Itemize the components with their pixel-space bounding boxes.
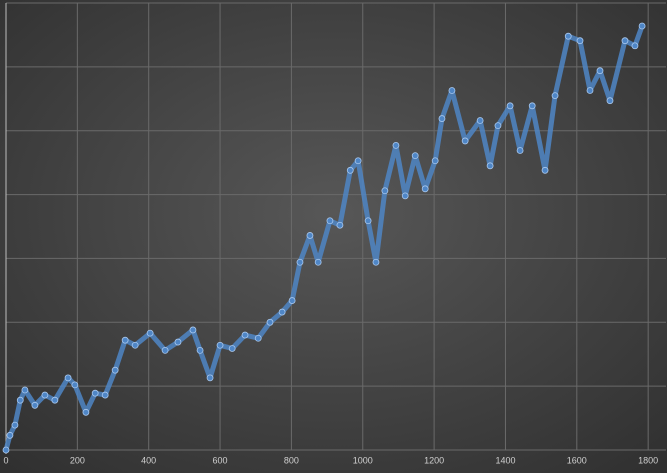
point — [596, 67, 604, 75]
point — [206, 374, 214, 382]
point — [586, 87, 594, 94]
point — [296, 258, 304, 266]
point — [254, 334, 262, 342]
point — [6, 431, 14, 439]
point — [91, 389, 99, 397]
point — [82, 408, 90, 416]
point — [381, 187, 389, 195]
point — [306, 232, 314, 239]
point — [121, 336, 129, 344]
x-tick-label: 200 — [70, 455, 85, 465]
point — [431, 157, 439, 165]
point — [216, 341, 224, 349]
point — [101, 391, 109, 399]
point — [51, 396, 59, 404]
point — [354, 157, 362, 165]
x-tick-label: 800 — [284, 455, 299, 465]
x-tick-label: 1000 — [353, 455, 373, 465]
x-tick-label: 0 — [3, 455, 8, 465]
point — [189, 326, 197, 334]
point — [41, 391, 49, 399]
point — [638, 22, 646, 30]
point — [631, 42, 639, 50]
point — [541, 166, 549, 174]
point — [606, 97, 614, 105]
point — [438, 115, 446, 122]
point — [346, 166, 354, 174]
x-tick-label: 1600 — [567, 455, 587, 465]
point — [241, 331, 249, 339]
point — [528, 102, 536, 110]
point — [364, 217, 372, 225]
point — [71, 381, 79, 389]
x-tick-label: 600 — [213, 455, 228, 465]
x-tick-label: 1400 — [495, 455, 515, 465]
point — [506, 102, 514, 110]
point — [476, 117, 484, 124]
point — [11, 421, 19, 429]
point — [494, 122, 502, 130]
point — [551, 92, 559, 99]
point — [64, 374, 72, 382]
point — [314, 258, 322, 266]
point — [392, 142, 400, 149]
point — [21, 386, 29, 394]
point — [448, 87, 456, 94]
point — [372, 258, 380, 266]
point — [461, 137, 469, 145]
point — [421, 185, 429, 193]
point — [16, 396, 24, 404]
point — [196, 346, 204, 354]
point — [131, 341, 139, 349]
point — [576, 37, 584, 45]
point — [288, 297, 296, 304]
point — [2, 446, 10, 454]
point — [336, 221, 344, 229]
point — [516, 147, 524, 154]
point — [278, 308, 286, 316]
point — [228, 345, 236, 352]
point — [111, 366, 119, 374]
x-tick-label: 400 — [141, 455, 156, 465]
point — [411, 152, 419, 160]
point — [266, 318, 274, 326]
point — [31, 401, 39, 409]
x-tick-label: 1800 — [638, 455, 658, 465]
point — [146, 329, 154, 337]
point — [564, 32, 572, 40]
point — [401, 192, 409, 200]
point — [161, 346, 169, 354]
point — [174, 338, 182, 346]
point — [621, 37, 629, 45]
point — [326, 217, 334, 225]
x-tick-label: 1200 — [424, 455, 444, 465]
point — [486, 162, 494, 170]
